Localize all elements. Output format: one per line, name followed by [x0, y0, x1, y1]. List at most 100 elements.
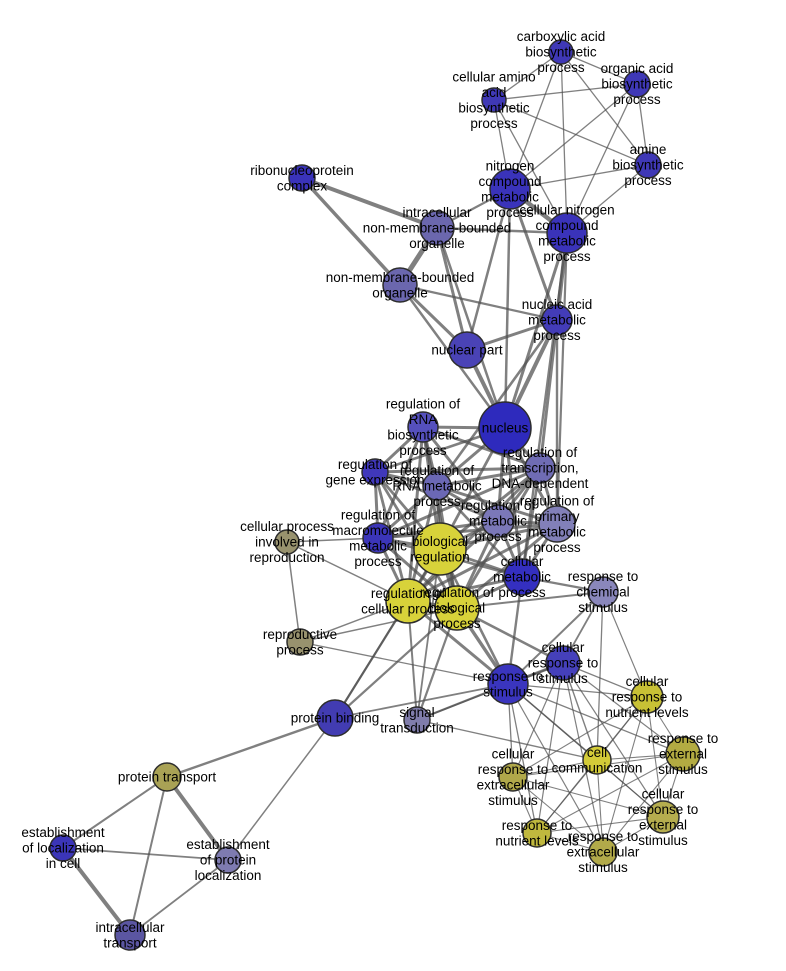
edge-carboxylic-acid-biosynthetic-process--amine-biosynthetic-process[interactable] [560, 51, 649, 166]
node-regulation-of-gene-expression[interactable] [361, 458, 389, 486]
edge-response-to-stimulus--cellular-response-to-nutrient-levels[interactable] [507, 683, 648, 698]
edge-protein-binding--response-to-stimulus[interactable] [334, 683, 509, 719]
node-regulation-of-macromolecule-metabolic-process[interactable] [362, 522, 394, 554]
edge-protein-transport--establishment-of-protein-localization[interactable] [165, 775, 230, 862]
node-cellular-response-to-stimulus[interactable] [545, 645, 581, 681]
edge-carboxylic-acid-biosynthetic-process--nitrogen-compound-metabolic-process[interactable] [509, 51, 562, 190]
node-response-to-stimulus[interactable] [487, 663, 529, 705]
edge-cellular-response-to-nutrient-levels--cellular-response-to-external-stimulus[interactable] [646, 696, 664, 818]
edge-reproductive-process--response-to-stimulus[interactable] [299, 641, 509, 685]
edge-response-to-stimulus--response-to-external-stimulus[interactable] [507, 683, 684, 755]
edge-regulation-of-RNA-biosynthetic-process--regulation-of-metabolic-process[interactable] [421, 425, 500, 523]
edge-response-to-stimulus--response-to-nutrient-levels[interactable] [507, 683, 538, 834]
node-amine-biosynthetic-process[interactable] [634, 151, 662, 179]
edge-cellular-nitrogen-compound-metabolic-process--cellular-metabolic-process[interactable] [520, 231, 569, 579]
node-regulation-of-transcription-DNA-dependent[interactable] [524, 452, 556, 484]
node-cellular-response-to-nutrient-levels[interactable] [630, 680, 664, 714]
edge-intracellular-non-membrane-bounded-organelle--nucleus[interactable] [435, 226, 507, 430]
node-intracellular-non-membrane-bounded-organelle[interactable] [419, 210, 455, 246]
edge-cellular-response-to-extracellular-stimulus--response-to-extracellular-stimulus[interactable] [512, 776, 604, 853]
node-regulation-of-primary-metabolic-process[interactable] [538, 505, 576, 543]
edge-response-to-external-stimulus--response-to-nutrient-levels[interactable] [536, 753, 684, 834]
node-protein-binding[interactable] [316, 699, 354, 737]
node-regulation-of-RNA-metabolic-process[interactable] [422, 471, 452, 501]
node-cellular-response-to-extracellular-stimulus[interactable] [498, 762, 528, 792]
edge-regulation-of-cellular-process--protein-binding[interactable] [333, 599, 410, 720]
edge-response-to-chemical-stimulus--cell-communication[interactable] [596, 591, 604, 761]
edge-cellular-process-involved-in-reproduction--reproductive-process[interactable] [286, 541, 301, 643]
edge-nitrogen-compound-metabolic-process--nucleic-acid-metabolic-process[interactable] [508, 187, 559, 322]
edge-response-to-chemical-stimulus--regulation-of-biological-process[interactable] [456, 591, 604, 609]
edge-intracellular-non-membrane-bounded-organelle--cellular-nitrogen-compound-metabolic-process[interactable] [435, 226, 569, 235]
edge-cellular-amino-acid-biosynthetic-process--cellular-nitrogen-compound-metabolic-process[interactable] [493, 99, 568, 234]
node-nitrogen-compound-metabolic-process[interactable] [489, 168, 531, 210]
node-regulation-of-metabolic-process[interactable] [481, 504, 515, 538]
edge-cellular-response-to-external-stimulus--response-to-nutrient-levels[interactable] [536, 816, 664, 834]
edge-regulation-of-transcription-DNA-dependent--regulation-of-RNA-metabolic-process[interactable] [435, 466, 542, 488]
node-cellular-nitrogen-compound-metabolic-process[interactable] [546, 212, 588, 254]
node-intracellular-transport[interactable] [114, 919, 146, 951]
node-regulation-of-cellular-process[interactable] [385, 578, 431, 624]
edge-cellular-response-to-nutrient-levels--cellular-response-to-extracellular-stimulus[interactable] [512, 696, 648, 778]
edge-carboxylic-acid-biosynthetic-process--cellular-amino-acid-biosynthetic-process[interactable] [493, 51, 562, 101]
node-carboxylic-acid-biosynthetic-process[interactable] [548, 39, 574, 65]
node-cellular-process-involved-in-reproduction[interactable] [274, 529, 300, 555]
node-cellular-metabolic-process[interactable] [503, 558, 541, 596]
node-reproductive-process[interactable] [286, 628, 314, 656]
edge-intracellular-non-membrane-bounded-organelle--nuclear-part[interactable] [435, 226, 469, 352]
node-cellular-response-to-external-stimulus[interactable] [646, 800, 680, 834]
edge-regulation-of-macromolecule-metabolic-process--regulation-of-primary-metabolic-process[interactable] [376, 522, 559, 540]
node-response-to-chemical-stimulus[interactable] [587, 576, 619, 608]
edge-protein-binding--establishment-of-protein-localization[interactable] [227, 717, 336, 861]
edge-ribonucleoprotein-complex--intracellular-non-membrane-bounded-organelle[interactable] [300, 176, 439, 230]
edge-regulation-of-transcription-DNA-dependent--regulation-of-gene-expression[interactable] [373, 466, 542, 474]
edge-establishment-of-localization-in-cell--intracellular-transport[interactable] [61, 846, 132, 937]
edge-cellular-amino-acid-biosynthetic-process--amine-biosynthetic-process[interactable] [493, 99, 649, 166]
edge-ribonucleoprotein-complex--non-membrane-bounded-organelle[interactable] [300, 176, 402, 287]
edge-protein-transport--establishment-of-localization-in-cell[interactable] [62, 776, 168, 849]
edge-response-to-chemical-stimulus--response-to-stimulus[interactable] [507, 591, 604, 685]
edge-cell-communication--response-to-extracellular-stimulus[interactable] [596, 759, 604, 853]
edge-nitrogen-compound-metabolic-process--nucleus[interactable] [503, 187, 512, 430]
node-cellular-amino-acid-biosynthetic-process[interactable] [481, 87, 507, 113]
edge-nitrogen-compound-metabolic-process--nuclear-part[interactable] [465, 187, 512, 352]
node-organic-acid-biosynthetic-process[interactable] [623, 70, 651, 98]
node-nucleus[interactable] [478, 401, 532, 455]
edge-cellular-response-to-stimulus--response-to-nutrient-levels[interactable] [536, 662, 564, 834]
edge-carboxylic-acid-biosynthetic-process--cellular-nitrogen-compound-metabolic-process[interactable] [560, 51, 568, 234]
edge-regulation-of-transcription-DNA-dependent--regulation-of-macromolecule-metabolic-process[interactable] [376, 466, 542, 540]
node-regulation-of-biological-process[interactable] [434, 585, 480, 631]
edge-cellular-nitrogen-compound-metabolic-process--nucleus[interactable] [503, 231, 569, 430]
node-protein-transport[interactable] [152, 762, 182, 792]
edge-signal-transduction--cell-communication[interactable] [416, 719, 598, 761]
node-nuclear-part[interactable] [448, 331, 486, 369]
edge-organic-acid-biosynthetic-process--cellular-amino-acid-biosynthetic-process[interactable] [493, 83, 638, 101]
edge-establishment-of-protein-localization--intracellular-transport[interactable] [129, 859, 229, 936]
node-non-membrane-bounded-organelle[interactable] [382, 267, 418, 303]
edge-cellular-response-to-stimulus--cellular-response-to-extracellular-stimulus[interactable] [512, 662, 564, 778]
edge-cellular-nitrogen-compound-metabolic-process--regulation-of-primary-metabolic-process[interactable] [555, 231, 569, 526]
edge-amine-biosynthetic-process--nitrogen-compound-metabolic-process[interactable] [509, 164, 649, 190]
edge-establishment-of-localization-in-cell--establishment-of-protein-localization[interactable] [62, 847, 229, 861]
node-response-to-external-stimulus[interactable] [665, 736, 701, 772]
edge-cellular-response-to-nutrient-levels--response-to-extracellular-stimulus[interactable] [602, 696, 648, 853]
edge-response-to-chemical-stimulus--cellular-response-to-nutrient-levels[interactable] [602, 591, 648, 698]
node-establishment-of-localization-in-cell[interactable] [49, 834, 77, 862]
node-signal-transduction[interactable] [403, 706, 431, 734]
edge-regulation-of-biological-process--reproductive-process[interactable] [299, 607, 458, 643]
node-cell-communication[interactable] [582, 745, 612, 775]
node-response-to-extracellular-stimulus[interactable] [588, 837, 618, 867]
edge-organic-acid-biosynthetic-process--cellular-nitrogen-compound-metabolic-process[interactable] [566, 83, 638, 234]
node-establishment-of-protein-localization[interactable] [214, 846, 242, 874]
edge-cellular-response-to-stimulus--response-to-external-stimulus[interactable] [562, 662, 684, 755]
edge-regulation-of-transcription-DNA-dependent--regulation-of-cellular-process[interactable] [406, 466, 542, 603]
node-nucleic-acid-metabolic-process[interactable] [541, 304, 573, 336]
edge-response-to-external-stimulus--response-to-extracellular-stimulus[interactable] [602, 753, 684, 853]
edge-regulation-of-biological-process--protein-binding[interactable] [333, 606, 459, 720]
edge-protein-binding--protein-transport[interactable] [165, 716, 337, 779]
node-biological-regulation[interactable] [413, 522, 467, 576]
edge-cell-communication--response-to-nutrient-levels[interactable] [536, 759, 598, 834]
node-ribonucleoprotein-complex[interactable] [288, 164, 316, 192]
